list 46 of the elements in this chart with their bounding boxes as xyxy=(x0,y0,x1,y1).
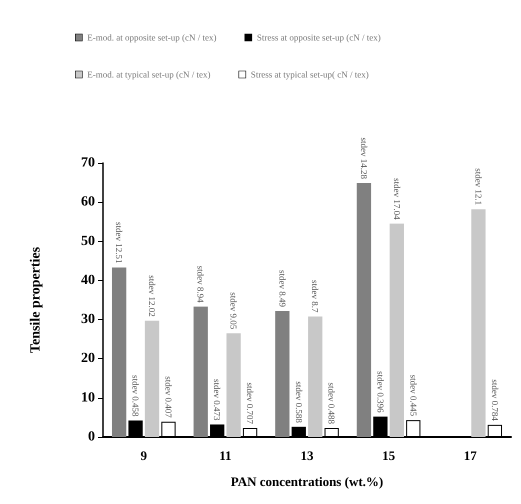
y-tick-label: 20 xyxy=(81,351,95,366)
data-label: stdev 0.407 xyxy=(163,376,174,418)
y-tick-label: 0 xyxy=(88,430,95,444)
legend-label: E-mod. at typical set-up (cN / tex) xyxy=(87,70,211,80)
y-axis-title: Tensile properties xyxy=(28,246,44,354)
legend-label: E-mod. at opposite set-up (cN / tex) xyxy=(87,32,217,42)
data-label: stdev 14.28 xyxy=(358,137,369,180)
data-label: stdev 12.51 xyxy=(114,222,124,264)
data-label: stdev 12.02 xyxy=(147,275,158,317)
data-label: stdev 12.1 xyxy=(473,168,484,206)
bar xyxy=(144,320,160,437)
y-tick-label: 40 xyxy=(81,272,95,288)
bar xyxy=(356,182,372,437)
bar xyxy=(112,268,126,437)
data-label: stdev 0.488 xyxy=(326,382,337,424)
bar xyxy=(308,316,322,437)
data-label: stdev 0.784 xyxy=(490,379,500,422)
y-tick-label: 30 xyxy=(81,312,95,328)
x-tick-label: 15 xyxy=(382,448,396,463)
data-label: stdev 0.707 xyxy=(245,382,256,424)
y-tick-label: 10 xyxy=(81,390,95,406)
x-tick-label: 11 xyxy=(219,448,232,463)
data-label: stdev 0.473 xyxy=(212,378,222,421)
legend-label: Stress at opposite set-up (cN / tex) xyxy=(256,32,381,42)
x-tick-label: 13 xyxy=(300,448,314,463)
data-label: stdev 8.7 xyxy=(310,280,320,313)
y-tick-label: 50 xyxy=(81,234,95,249)
bar xyxy=(194,306,208,437)
bar xyxy=(390,224,404,437)
data-label: stdev 0.588 xyxy=(294,381,304,424)
x-axis-title: PAN concentrations (wt.%) xyxy=(230,474,384,489)
bar xyxy=(471,209,486,437)
y-tick-label: 60 xyxy=(81,194,95,210)
data-label: stdev 0.445 xyxy=(408,374,418,417)
data-label: stdev 9.05 xyxy=(228,292,239,330)
data-label: stdev 0.396 xyxy=(375,371,386,414)
bar xyxy=(275,310,290,437)
y-tick-label: 70 xyxy=(81,156,95,170)
legend-label: Stress at typical set-up( cN / tex) xyxy=(250,70,369,80)
data-label: stdev 17.04 xyxy=(392,178,402,220)
data-label: stdev 8.49 xyxy=(277,270,288,308)
x-tick-label: 9 xyxy=(140,448,148,463)
data-label: stdev 0.458 xyxy=(130,375,141,418)
bar xyxy=(226,333,241,437)
x-tick-label: 17 xyxy=(464,448,478,463)
data-label: stdev 8.94 xyxy=(196,266,206,304)
